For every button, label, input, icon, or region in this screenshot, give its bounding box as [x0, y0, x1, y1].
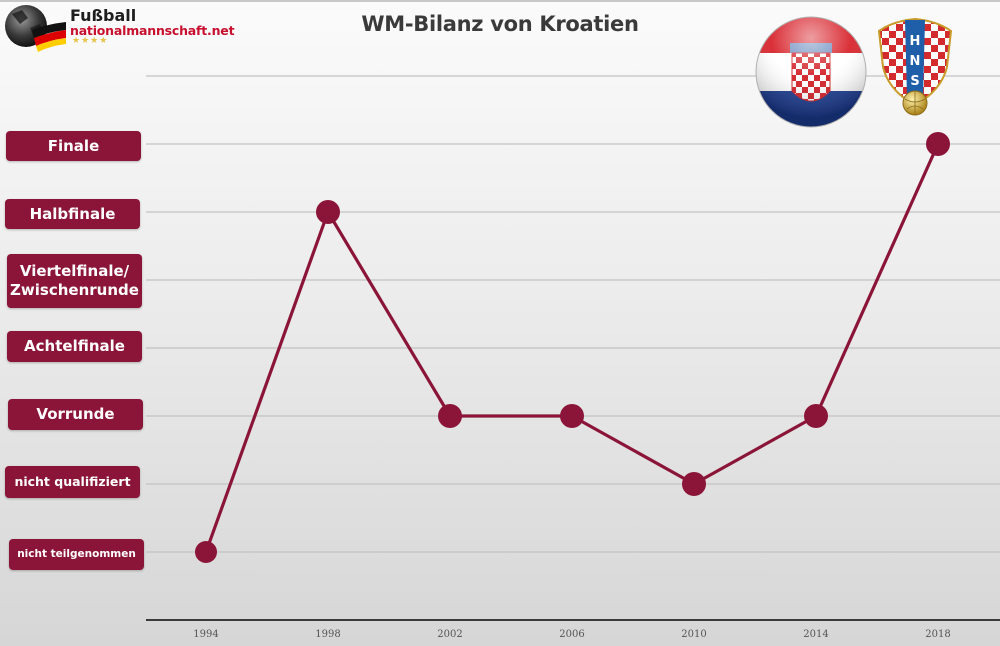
x-tick-2006: 2006: [559, 629, 585, 640]
svg-text:H: H: [910, 34, 921, 49]
data-markers: [195, 132, 950, 563]
marker-1994: [195, 541, 217, 563]
site-logo[interactable]: Fußball nationalmannschaft.net ★★★★: [4, 2, 235, 52]
gridlines: [146, 75, 1000, 553]
x-tick-1994: 1994: [193, 629, 219, 640]
marker-2010: [682, 472, 706, 496]
x-tick-2014: 2014: [803, 629, 829, 640]
y-label-achtelfinale: Achtelfinale: [7, 331, 142, 362]
y-label-vorrunde: Vorrunde: [8, 399, 143, 430]
svg-text:N: N: [910, 54, 921, 69]
top-border: [0, 0, 1000, 2]
croatia-flag-icon: [755, 16, 867, 128]
y-label-finale: Finale: [6, 131, 141, 161]
logo-text-domain: nationalmannschaft.net: [70, 23, 235, 38]
marker-2006: [560, 404, 584, 428]
chart-title: WM-Bilanz von Kroatien: [361, 12, 639, 36]
marker-2002: [438, 404, 462, 428]
y-label-nicht-qualifiziert: nicht qualifiziert: [5, 466, 140, 498]
marker-2014: [804, 404, 828, 428]
logo-stars: ★★★★: [72, 36, 109, 46]
x-tick-2002: 2002: [437, 629, 463, 640]
y-label-halbfinale: Halbfinale: [5, 199, 140, 229]
x-tick-2018: 2018: [925, 629, 951, 640]
hns-crest-icon: H N S: [877, 17, 953, 116]
svg-text:S: S: [910, 74, 919, 89]
logo-text-fussball: Fußball: [70, 6, 137, 25]
germany-flag-ball-logo-icon: [5, 5, 66, 52]
marker-2018: [926, 132, 950, 156]
marker-1998: [316, 200, 340, 224]
y-label-nicht-teilgenommen: nicht teilgenommen: [9, 539, 144, 570]
y-label-viertelfinale: Viertelfinale/ Zwischenrunde: [7, 254, 142, 308]
x-tick-1998: 1998: [315, 629, 341, 640]
x-tick-2010: 2010: [681, 629, 707, 640]
